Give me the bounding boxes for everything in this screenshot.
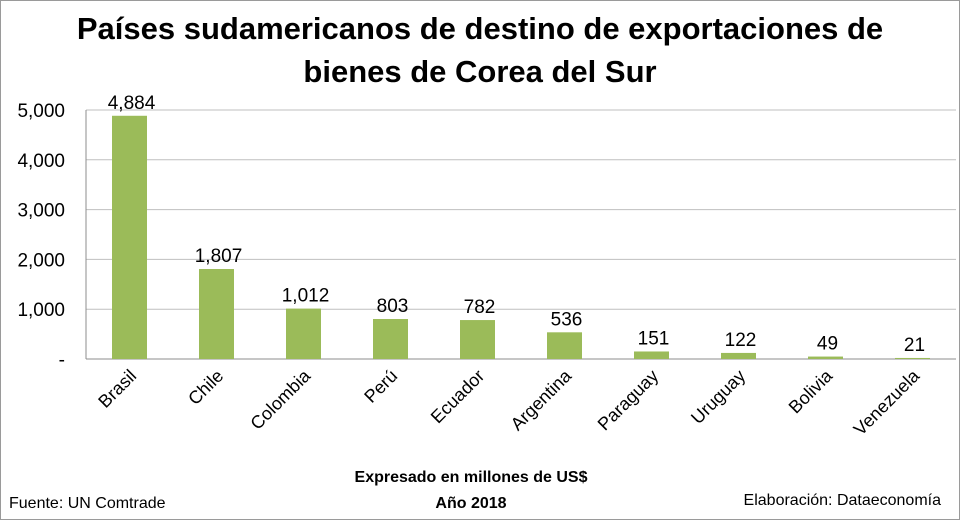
x-axis-year: Año 2018 [435, 495, 507, 512]
bar [286, 308, 321, 359]
data-label: 536 [551, 309, 583, 330]
x-tick-label: Paraguay [594, 366, 663, 435]
chart-title: Países sudamericanos de destino de expor… [1, 7, 959, 93]
bar [634, 351, 669, 359]
data-label: 151 [638, 328, 670, 349]
chart-title-line-1: Países sudamericanos de destino de expor… [76, 11, 884, 46]
data-label: 803 [377, 296, 409, 317]
x-tick-label: Ecuador [427, 366, 489, 428]
bar [808, 356, 843, 359]
x-tick-label: Bolivia [785, 365, 837, 417]
bar [895, 357, 930, 359]
data-label: 1,012 [282, 286, 330, 307]
data-label: 49 [817, 334, 838, 355]
x-tick-label: Uruguay [687, 366, 749, 428]
bar [721, 352, 756, 359]
data-label: 4,884 [108, 93, 156, 114]
x-tick-label: Brasil [94, 366, 140, 412]
data-label: 122 [725, 330, 757, 351]
credit-note: Elaboración: Dataeconomía [743, 492, 941, 509]
y-tick-label: 4,000 [17, 151, 65, 172]
bar [199, 269, 234, 359]
bar [547, 332, 582, 359]
data-label: 1,807 [195, 246, 243, 267]
x-tick-label: Chile [184, 366, 227, 409]
bar [112, 115, 147, 360]
x-tick-label: Perú [360, 366, 401, 407]
chart-title-line-2: bienes de Corea del Sur [303, 54, 657, 89]
y-tick-label: - [59, 350, 65, 371]
y-tick-label: 5,000 [17, 101, 65, 122]
x-tick-label: Argentina [507, 365, 576, 434]
bar [460, 320, 495, 359]
bar [373, 319, 408, 359]
y-tick-label: 1,000 [17, 300, 65, 321]
y-tick-label: 2,000 [17, 250, 65, 271]
data-label: 782 [464, 297, 496, 318]
data-label: 21 [904, 335, 925, 356]
y-tick-label: 3,000 [17, 201, 65, 222]
x-axis-subtitle: Expresado en millones de US$ [354, 469, 588, 486]
x-tick-label: Venezuela [850, 365, 924, 439]
source-note: Fuente: UN Comtrade [9, 495, 166, 512]
x-tick-label: Colombia [246, 365, 315, 434]
